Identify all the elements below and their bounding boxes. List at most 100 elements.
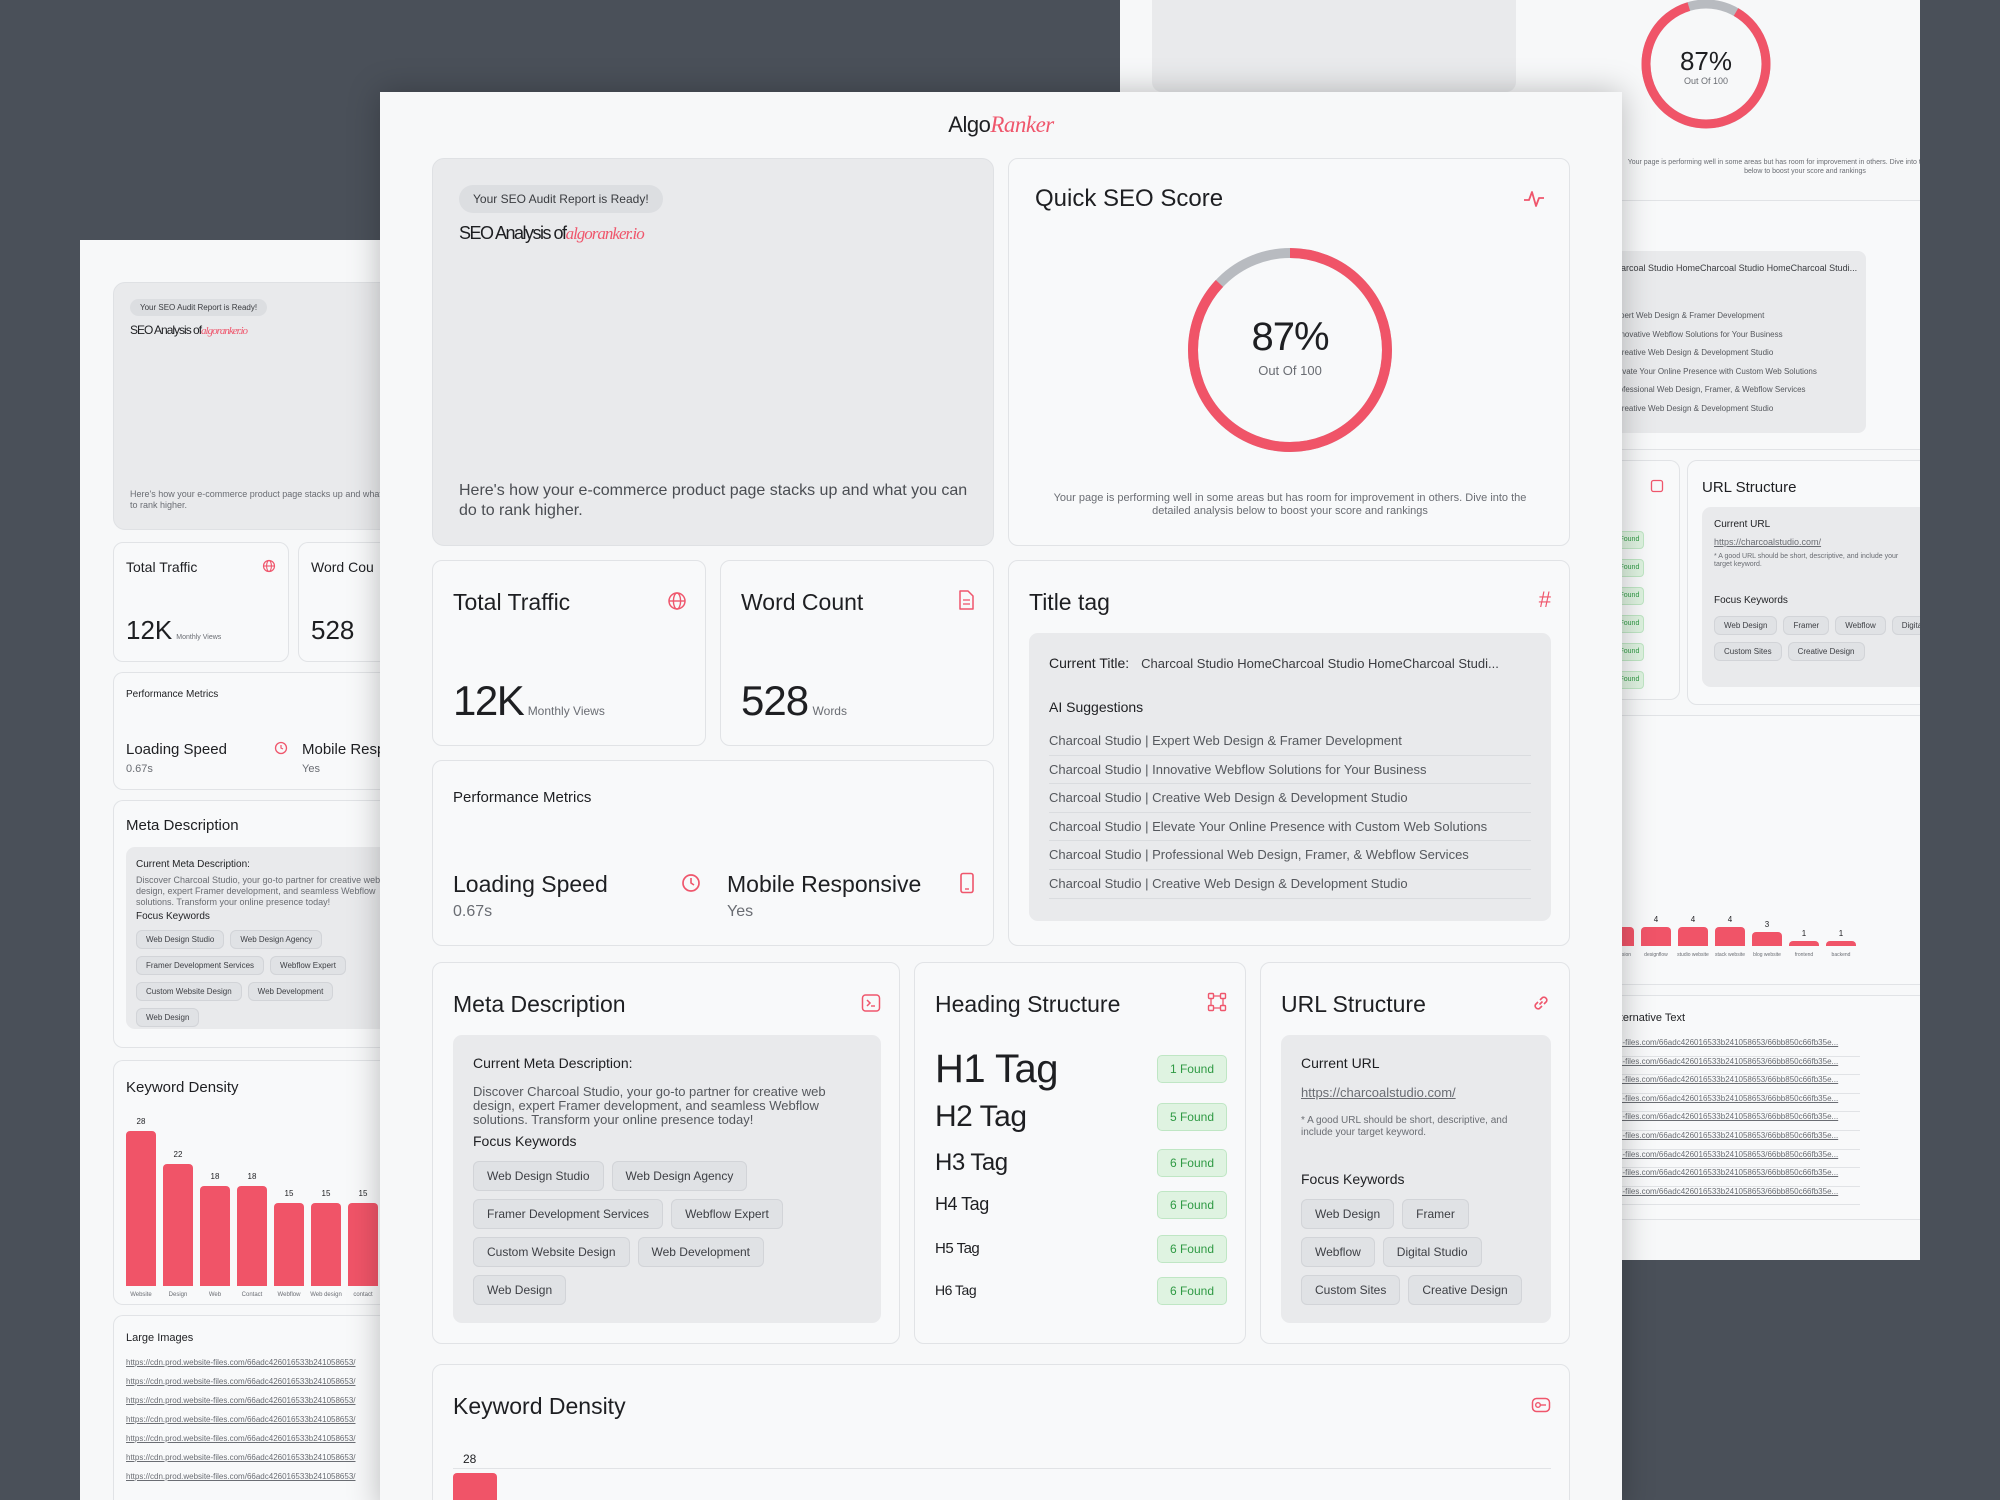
keyword-chip[interactable]: Web Design [1301, 1199, 1395, 1229]
keyword-chip[interactable]: Creative Design [1787, 642, 1865, 661]
image-url-link[interactable]: https://cdn.prod.website-files.com/66adc… [126, 1472, 356, 1481]
keyword-chip[interactable]: Webflow [1301, 1237, 1375, 1267]
keyword-chip[interactable]: Custom Website Design [136, 982, 242, 1001]
alt-url-link[interactable]: site-files.com/66adc426016533b241058653/… [1610, 1038, 1860, 1057]
title-tag-card: Title tag # Current Title: Charcoal Studi… [1008, 560, 1570, 946]
alt-url-link[interactable]: site-files.com/66adc426016533b241058653/… [1610, 1075, 1860, 1094]
keyword-chip[interactable]: Web Development [637, 1237, 764, 1267]
ai-suggestion-item[interactable]: Charcoal Studio | Expert Web Design & Fr… [1049, 727, 1531, 756]
keyword-chip[interactable]: Custom Sites [1301, 1275, 1401, 1305]
density-bar-label: studio website [1677, 952, 1709, 958]
hero-title-mini: SEO Analysis ofalgoranker.io [130, 323, 248, 337]
title-tag-inset: Current Title: Charcoal Studio HomeCharco… [1029, 633, 1551, 921]
ai-suggestion-item[interactable]: Charcoal Studio | Innovative Webflow Sol… [1049, 756, 1531, 785]
score-value: 87% [1251, 315, 1329, 359]
heading-tag-label: H6 Tag [935, 1282, 977, 1298]
alt-url-link[interactable]: site-files.com/66adc426016533b241058653/… [1610, 1150, 1860, 1169]
keyword-chip[interactable]: Web Design Studio [136, 930, 225, 949]
keyword-chip[interactable]: Web Development [247, 982, 334, 1001]
density-gridline [453, 1468, 1551, 1469]
density-title: Keyword Density [453, 1393, 626, 1419]
image-urls-mini: https://cdn.prod.website-files.com/66adc… [126, 1358, 356, 1491]
ai-suggestion-item[interactable]: Charcoal Studio | Creative Web Design & … [1049, 870, 1531, 899]
keyword-chip[interactable]: Custom Website Design [473, 1237, 630, 1267]
traffic-value-mini: 12K Monthly Views [126, 615, 221, 646]
ai-suggestion-item[interactable]: Charcoal Studio | Creative Web Design & … [1049, 784, 1531, 813]
image-url-link[interactable]: https://cdn.prod.website-files.com/66adc… [126, 1377, 356, 1386]
hero-mini: Your SEO Audit Report is Ready! SEO Anal… [113, 282, 400, 530]
image-url-link[interactable]: https://cdn.prod.website-files.com/66adc… [126, 1434, 356, 1443]
score-mini-note: Your page is performing well in some are… [1627, 159, 1920, 175]
density-bar [348, 1202, 378, 1286]
activity-icon [1524, 191, 1544, 207]
keyword-chip[interactable]: Web Design Studio [473, 1161, 604, 1191]
density-bar [1678, 927, 1708, 946]
alt-url-link[interactable]: site-files.com/66adc426016533b241058653/… [1610, 1168, 1860, 1187]
meta-kw-label-mini: Focus Keywords [136, 911, 210, 922]
keyword-chip[interactable]: Digital Studio [1382, 1237, 1482, 1267]
traffic-value: 12K [126, 615, 173, 645]
alt-url-link[interactable]: site-files.com/66adc426016533b241058653/… [1610, 1187, 1860, 1206]
nodes-icon [1207, 992, 1227, 1012]
density-bar-value: 18 [210, 1172, 220, 1182]
title-site[interactable]: algoranker.io [565, 224, 645, 243]
meta-title-mini: Meta Description [126, 817, 239, 834]
density-first-bar [453, 1473, 497, 1500]
clock-icon [274, 741, 288, 755]
score-ring [1188, 248, 1392, 452]
keyword-chip[interactable]: Creative Design [1408, 1275, 1522, 1305]
keyword-chip[interactable]: Web Design Agency [230, 930, 323, 949]
density-bar-label: backend [1831, 952, 1851, 958]
mobile-value-mini: Yes [302, 763, 320, 775]
keyword-chip[interactable]: Framer Development Services [473, 1199, 664, 1229]
url-link-mini[interactable]: https://charcoalstudio.com/ [1714, 537, 1822, 547]
heading-row: H5 Tag 6 Found [935, 1235, 1227, 1263]
density-bar-value: 4 [1653, 915, 1659, 924]
keyword-chip[interactable]: Web Design [1714, 616, 1778, 635]
images-card-mini: Large Images https://cdn.prod.website-fi… [113, 1315, 400, 1500]
ai-suggestion-item: rofessional Web Design, Framer, & Webflo… [1616, 385, 1806, 395]
audit-ready-badge: Your SEO Audit Report is Ready! [459, 185, 663, 213]
total-traffic-card: Total Traffic 12K Monthly Views [432, 560, 706, 746]
alt-url-link[interactable]: site-files.com/66adc426016533b241058653/… [1610, 1131, 1860, 1150]
image-url-link[interactable]: https://cdn.prod.website-files.com/66adc… [126, 1396, 356, 1405]
clock-icon [682, 874, 700, 892]
keyword-chip[interactable]: Web Design [136, 1008, 200, 1027]
image-url-link[interactable]: https://cdn.prod.website-files.com/66adc… [126, 1415, 356, 1424]
keyword-chip[interactable]: Custom Sites [1714, 642, 1782, 661]
keyword-chip[interactable]: Webflow [1835, 616, 1886, 635]
keyword-chip[interactable]: Framer Development Services [136, 956, 265, 975]
word-value-mini: 528 [311, 615, 355, 645]
image-url-link[interactable]: https://cdn.prod.website-files.com/66adc… [126, 1358, 356, 1367]
keyword-chip[interactable]: Web Design [473, 1275, 567, 1305]
keyword-chip[interactable]: Web Design Agency [611, 1161, 748, 1191]
current-url-link[interactable]: https://charcoalstudio.com/ [1301, 1085, 1456, 1100]
density-bar-value: 1 [1838, 929, 1844, 939]
keyword-chip[interactable]: Webflow Expert [671, 1199, 783, 1229]
mobile-responsive-value: Yes [727, 903, 754, 920]
density-bar-value: 15 [321, 1188, 331, 1198]
score-note: Your page is performing well in some are… [1053, 492, 1527, 517]
score-ring-mini [1641, 0, 1771, 129]
ai-suggestions-list: Charcoal Studio | Expert Web Design & Fr… [1049, 727, 1531, 899]
meta-description-card: Meta Description Current Meta Descriptio… [432, 962, 900, 1344]
density-bar [163, 1164, 193, 1286]
meta-inset-mini: Current Meta Description: Discover Charc… [126, 847, 400, 1029]
alt-url-link[interactable]: site-files.com/66adc426016533b241058653/… [1610, 1057, 1860, 1076]
url-keywords: Web Design Framer Webflow Digital Studio Cus… [1301, 1199, 1541, 1313]
keyword-chip[interactable]: Framer [1402, 1199, 1469, 1229]
keyword-chip[interactable]: Digital Studio [1891, 616, 1920, 635]
ai-suggestion-item[interactable]: Charcoal Studio | Elevate Your Online Pr… [1049, 813, 1531, 842]
image-url-link[interactable]: https://cdn.prod.website-files.com/66adc… [126, 1453, 356, 1462]
brand-logo[interactable]: AlgoRanker [380, 112, 1622, 138]
title-tag-title: Title tag [1029, 589, 1110, 615]
heading-row: H1 Tag 1 Found [935, 1047, 1227, 1091]
ai-suggestion-item[interactable]: Charcoal Studio | Professional Web Desig… [1049, 841, 1531, 870]
alt-url-link[interactable]: site-files.com/66adc426016533b241058653/… [1610, 1094, 1860, 1113]
url-label-mini: Current URL [1714, 519, 1771, 530]
alt-url-link[interactable]: site-files.com/66adc426016533b241058653/… [1610, 1112, 1860, 1131]
density-bar-label: Web design [310, 1292, 342, 1298]
keyword-chip[interactable]: Webflow Expert [270, 956, 346, 975]
meta-keywords-mini: Web Design Studio Web Design Agency Framer… [136, 929, 400, 1033]
keyword-chip[interactable]: Framer [1783, 616, 1830, 635]
